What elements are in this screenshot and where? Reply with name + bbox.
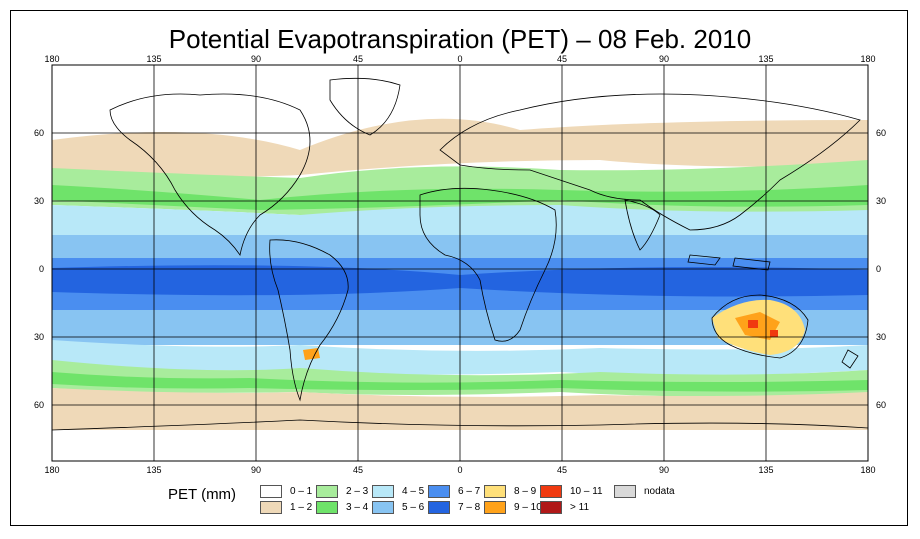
legend-item: 4 – 5 [372, 485, 424, 498]
lat-tick-right: 30 [876, 196, 886, 206]
lat-tick-right: 30 [876, 332, 886, 342]
legend-label: 8 – 9 [514, 486, 537, 497]
legend-swatch [260, 485, 282, 498]
legend-swatch [372, 501, 394, 514]
legend-swatch [614, 485, 636, 498]
legend-item: 2 – 3 [316, 485, 368, 498]
lon-tick-top: 90 [659, 54, 669, 64]
coastlines [52, 77, 868, 431]
figure-frame [10, 10, 908, 526]
lon-tick-top: 180 [860, 54, 875, 64]
lon-tick-bottom: 180 [860, 465, 875, 475]
legend-label: 0 – 1 [290, 486, 313, 497]
lon-tick-bottom: 135 [758, 465, 773, 475]
legend-item: nodata [614, 485, 675, 498]
legend-item: 9 – 10 [484, 501, 542, 514]
lon-tick-bottom: 180 [44, 465, 59, 475]
legend-swatch [428, 501, 450, 514]
lon-tick-top: 180 [44, 54, 59, 64]
lat-tick-right: 60 [876, 400, 886, 410]
legend-swatch [316, 501, 338, 514]
legend-swatch [372, 485, 394, 498]
legend-item: 10 – 11 [540, 485, 603, 498]
legend-item: 6 – 7 [428, 485, 480, 498]
legend-label: 7 – 8 [458, 502, 481, 513]
legend-swatch [540, 501, 562, 514]
lat-tick-left: 30 [34, 196, 44, 206]
lon-tick-bottom: 90 [251, 465, 261, 475]
legend-item: 5 – 6 [372, 501, 424, 514]
lon-tick-top: 135 [758, 54, 773, 64]
legend-label: 10 – 11 [570, 486, 603, 497]
legend-swatch [540, 485, 562, 498]
lon-tick-top: 45 [353, 54, 363, 64]
legend-label: 5 – 6 [402, 502, 425, 513]
legend-label: 3 – 4 [346, 502, 369, 513]
legend-item: 0 – 1 [260, 485, 312, 498]
lon-tick-bottom: 0 [457, 465, 462, 475]
map-title: Potential Evapotranspiration (PET) – 08 … [168, 24, 752, 54]
lat-tick-left: 0 [39, 264, 44, 274]
legend-item: 1 – 2 [260, 501, 312, 514]
legend-label: 2 – 3 [346, 486, 369, 497]
lon-tick-top: 135 [146, 54, 161, 64]
legend-item: 7 – 8 [428, 501, 480, 514]
lat-tick-right: 0 [876, 264, 881, 274]
legend-label: 1 – 2 [290, 502, 313, 513]
lon-tick-bottom: 90 [659, 465, 669, 475]
legend-item: > 11 [540, 501, 589, 514]
lon-tick-top: 0 [457, 54, 462, 64]
lat-tick-right: 60 [876, 128, 886, 138]
legend-swatch [428, 485, 450, 498]
lon-tick-bottom: 135 [146, 465, 161, 475]
legend-label: 4 – 5 [402, 486, 425, 497]
lon-tick-top: 90 [251, 54, 261, 64]
legend-swatch [484, 485, 506, 498]
legend-swatch [260, 501, 282, 514]
legend-swatch [484, 501, 506, 514]
lat-tick-left: 60 [34, 128, 44, 138]
lon-tick-top: 45 [557, 54, 567, 64]
lat-tick-left: 60 [34, 400, 44, 410]
legend-item: 3 – 4 [316, 501, 368, 514]
graticule [52, 65, 868, 461]
map-border [51, 64, 869, 462]
legend-label: 6 – 7 [458, 486, 481, 497]
legend-label: nodata [644, 486, 675, 497]
lat-tick-left: 30 [34, 332, 44, 342]
lon-tick-bottom: 45 [557, 465, 567, 475]
lon-tick-bottom: 45 [353, 465, 363, 475]
legend-label: > 11 [570, 502, 589, 513]
legend-label: 9 – 10 [514, 502, 542, 513]
legend-item: 8 – 9 [484, 485, 536, 498]
legend-title: PET (mm) [168, 486, 237, 503]
legend-swatch [316, 485, 338, 498]
